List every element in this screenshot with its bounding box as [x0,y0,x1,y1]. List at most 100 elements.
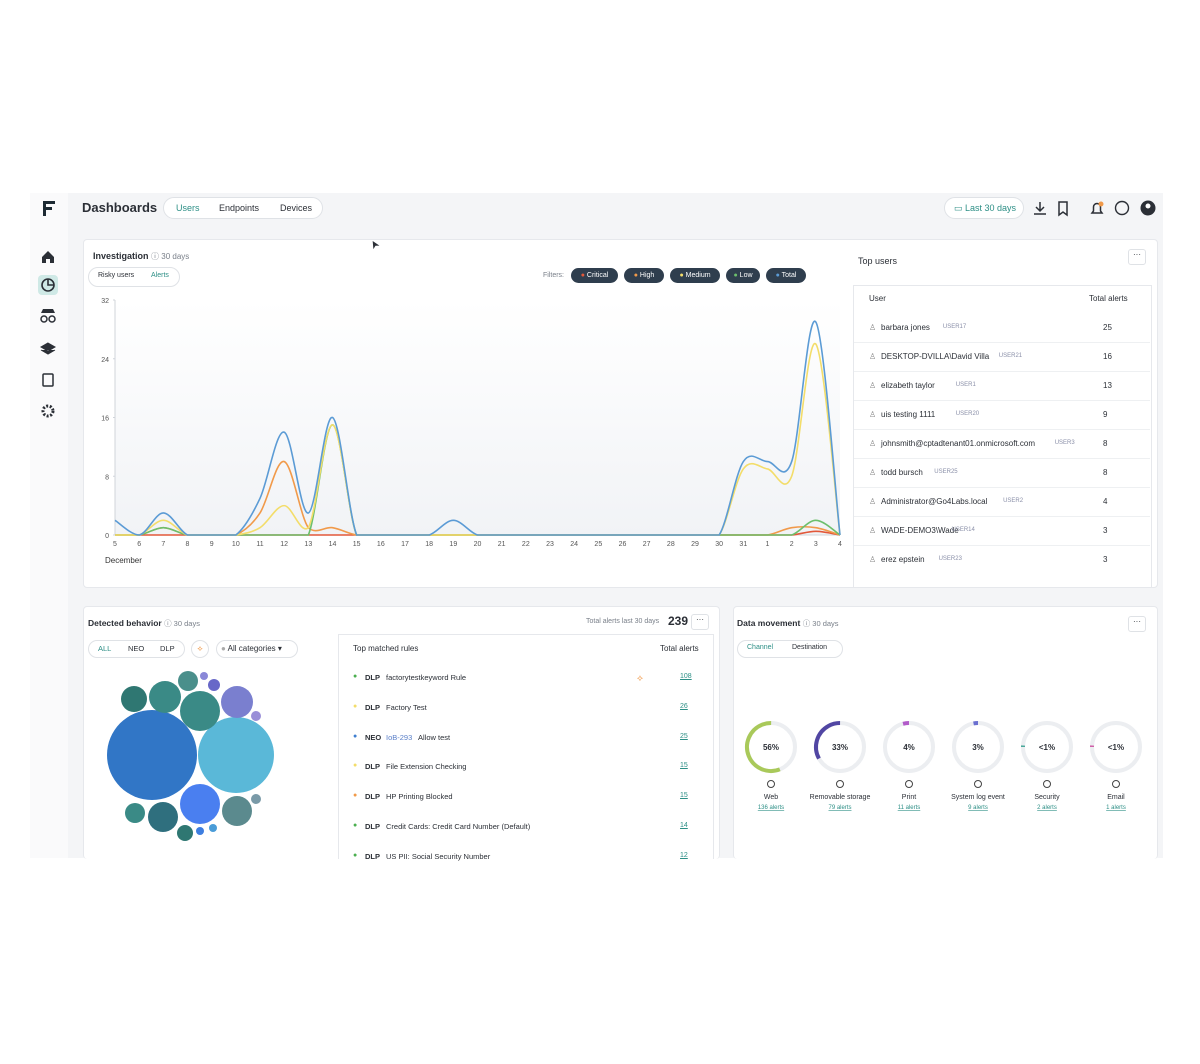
rule-count[interactable]: 15 [680,762,688,770]
x-tick-label: 30 [715,541,723,548]
behavior-tab[interactable]: NEO [128,644,145,653]
rule-name[interactable]: US PII: Social Security Number [386,851,491,861]
rule-name[interactable]: factorytestkeyword Rule [386,673,467,682]
data-movement-title: Data movement ⓘ 30 days [737,618,839,629]
logo [43,201,55,216]
user-name[interactable]: elizabeth taylor [881,381,935,390]
user-name[interactable]: barbara jones [881,323,930,332]
filter-icon[interactable]: ⟡ [191,640,209,658]
menu-button[interactable]: ··· [1128,249,1146,265]
tab[interactable]: Endpoints [219,203,260,213]
rule-dot: ● [353,702,358,710]
x-tick-label: 8 [186,541,190,548]
profile-icon-head [1145,203,1151,209]
user-id: USER3 [1054,440,1075,446]
rule-count[interactable]: 12 [680,851,688,859]
ring-label: <1% [1039,743,1055,752]
layers-icon[interactable] [39,342,57,355]
filter-pill[interactable]: ● Total [766,268,806,283]
user-alerts: 8 [1103,439,1108,448]
filter-pill[interactable]: ● Low [726,268,760,283]
date-range[interactable]: ▭ Last 30 days [954,203,1017,213]
rule-dot: ● [353,673,358,680]
row-divider [854,487,1150,488]
user-name[interactable]: todd bursch [881,468,923,477]
bubble [180,784,220,824]
period-text: 30 days [161,252,190,261]
x-tick-label: 1 [766,541,770,548]
user-name[interactable]: erez epstein [881,555,925,564]
spy-icon[interactable] [40,315,48,323]
settings-icon[interactable] [41,404,55,418]
channel-icon [905,780,913,788]
category-select[interactable] [216,640,298,658]
rule-tag: NEO [365,732,382,742]
tab[interactable]: Users [176,203,200,213]
rule-tag: DLP [365,792,380,802]
x-tick-label: 15 [353,541,361,548]
user-name[interactable]: WADE-DEMO3\Wade [881,526,959,535]
category-select-label: ● All categories ▾ [221,644,282,653]
ring-label: 3% [972,743,984,752]
help-icon[interactable] [1114,200,1130,216]
toggle[interactable]: Alerts [151,272,169,279]
filter-pill[interactable]: ● High [624,268,664,283]
filter-pill[interactable]: ● Critical [571,268,618,283]
rule-name[interactable]: Allow test [418,732,451,742]
channel-alerts[interactable]: 79 alerts [828,805,851,811]
date-picker[interactable] [944,197,1024,219]
bell-icon[interactable] [1090,202,1104,214]
channel-alerts[interactable]: 1 alerts [1106,805,1126,811]
rule-name[interactable]: Factory Test [386,702,427,712]
rule-count[interactable]: 15 [680,792,688,800]
rule-name[interactable]: File Extension Checking [386,762,467,772]
user-icon: ♙ [869,439,877,448]
x-tick-label: 3 [814,541,818,548]
x-axis-label: December [105,556,142,565]
channel-alerts[interactable]: 2 alerts [1037,805,1057,811]
rule-count[interactable]: 108 [680,673,692,680]
series-line [114,320,841,536]
rule-count[interactable]: 14 [680,822,688,829]
bubble [251,794,261,804]
channel-alerts[interactable]: 11 alerts [898,805,921,811]
channel-name: Email [1107,794,1125,801]
tab[interactable]: Devices [280,203,313,213]
user-name[interactable]: johnsmith@cptadtenant01.onmicrosoft.com [881,439,1035,448]
report-icon[interactable] [42,373,54,387]
behavior-tab[interactable]: DLP [160,644,175,653]
rule-ref[interactable]: IoB-293 [386,732,413,742]
ring-track [952,721,1004,773]
rule-count[interactable]: 25 [680,732,688,740]
rule-icon[interactable]: ⟡ [637,673,643,683]
movement-tab[interactable]: Destination [792,644,828,651]
rule-dot: ● [353,762,358,770]
toggle[interactable]: Risky users [98,272,135,279]
download-icon[interactable] [1034,202,1046,215]
movement-tab[interactable]: Channel [747,644,774,651]
filter-pill[interactable]: ● Medium [670,268,720,283]
rule-name[interactable]: Credit Cards: Credit Card Number (Defaul… [386,822,531,831]
rule-count[interactable]: 26 [680,702,688,710]
user-id: USER20 [955,411,980,417]
channel-alerts[interactable]: 136 alerts [758,805,784,811]
user-alerts: 4 [1103,497,1108,506]
home-icon[interactable] [42,251,54,263]
rule-name[interactable]: HP Printing Blocked [386,792,453,802]
user-name[interactable]: uis testing 1111 [881,410,936,419]
x-tick-label: 26 [619,541,627,548]
menu-button[interactable]: ··· [1128,616,1146,632]
period-text: 30 days [173,619,200,628]
y-tick-label: 24 [101,357,109,364]
rule-dot: ● [353,732,358,740]
export-icon[interactable] [1058,201,1068,217]
user-name[interactable]: Administrator@Go4Labs.local [881,497,988,506]
behavior-tab[interactable]: ALL [98,644,112,653]
user-name[interactable]: DESKTOP-DVILLA\David Villa [881,352,990,361]
channel-icon [974,780,982,788]
movement-tab-group [737,640,843,658]
menu-button[interactable]: ··· [691,614,709,630]
channel-alerts[interactable]: 9 alerts [968,805,988,811]
bubble [148,802,178,832]
title-text: Data movement [737,618,801,628]
